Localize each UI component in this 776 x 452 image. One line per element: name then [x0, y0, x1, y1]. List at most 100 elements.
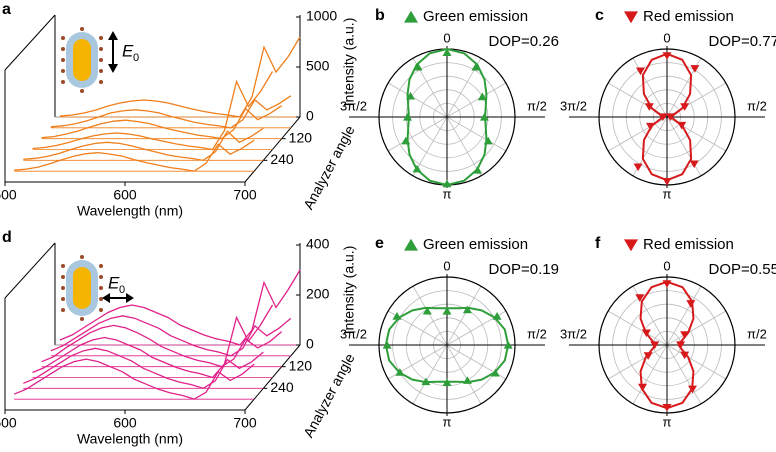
theta-tick-label: 3π/2: [560, 326, 587, 341]
data-point: [689, 160, 699, 169]
data-point: [641, 329, 651, 338]
data-point: [688, 385, 697, 394]
particle-dot: [61, 297, 65, 301]
x-axis-label: Wavelength (nm): [77, 203, 183, 219]
theta-tick-label: π/2: [747, 326, 767, 341]
data-point: [483, 136, 493, 145]
particle-dot: [61, 80, 65, 84]
data-point: [395, 368, 405, 376]
data-point: [392, 312, 402, 320]
data-point: [643, 352, 653, 360]
y-tick-label: 200: [306, 286, 330, 302]
particle-dot: [99, 69, 103, 73]
particle-icon: [61, 27, 103, 93]
particle-dot: [61, 47, 65, 51]
particle-core: [73, 267, 91, 309]
theta-tick-label: π: [443, 186, 452, 201]
data-point: [676, 341, 686, 350]
x-tick-label: 500: [0, 187, 17, 203]
data-point: [680, 351, 690, 360]
particle-dot: [61, 308, 65, 312]
theta-tick-label: π: [663, 186, 672, 201]
spectrum-trace: [23, 127, 264, 162]
data-point: [633, 163, 643, 172]
data-point: [644, 103, 654, 111]
particle-dot: [99, 297, 103, 301]
annotation: DOP=0.55: [709, 261, 776, 278]
data-point: [638, 383, 648, 392]
data-point: [665, 113, 675, 122]
field-label: E: [122, 41, 134, 60]
data-point: [473, 165, 483, 174]
x-axis-label: Wavelength (nm): [77, 431, 183, 447]
data-point: [680, 103, 690, 111]
spectrum-trace: [50, 315, 292, 357]
data-point: [442, 48, 452, 56]
data-point: [422, 306, 432, 315]
z-tick-label: 240: [270, 379, 294, 395]
data-point: [401, 136, 411, 145]
data-point: [442, 179, 452, 188]
theta-tick-label: π/2: [527, 326, 547, 341]
data-point: [490, 368, 500, 377]
chart-title: Red emission: [643, 236, 734, 253]
chart-title: Red emission: [643, 8, 734, 25]
data-point: [405, 91, 415, 100]
chart-title: Green emission: [423, 8, 528, 25]
data-point: [635, 294, 645, 302]
x-tick-label: 700: [233, 187, 257, 203]
data-point: [690, 65, 700, 73]
data-point: [382, 340, 392, 349]
particle-icon: [61, 255, 103, 321]
data-point: [503, 340, 513, 349]
field-label: E: [108, 273, 120, 292]
data-point: [635, 67, 645, 76]
theta-tick-label: 0: [663, 30, 670, 45]
theta-tick-label: π: [443, 414, 452, 429]
arrow-head: [108, 31, 118, 73]
field-subscript: 0: [119, 284, 125, 296]
particle-dot: [99, 36, 103, 40]
y-tick-label: 500: [306, 58, 330, 74]
x-tick-label: 600: [113, 187, 137, 203]
panel-letter: d: [2, 229, 12, 246]
data-point: [677, 121, 687, 130]
data-point: [662, 280, 672, 288]
theta-tick-label: 0: [443, 258, 450, 273]
data-point: [413, 62, 423, 71]
data-point: [421, 377, 431, 386]
panel-letter: c: [595, 7, 604, 24]
data-point: [662, 178, 672, 186]
particle-dot: [99, 264, 103, 268]
z-tick-label: 120: [289, 357, 313, 373]
y-tick-label: 0: [306, 108, 314, 124]
legend-marker: [404, 238, 418, 251]
data-point: [662, 403, 672, 412]
x-tick-label: 600: [113, 415, 137, 431]
particle-dot: [61, 69, 65, 73]
spectrum-trace: [23, 347, 264, 390]
spectrum-trace: [41, 324, 283, 368]
data-point: [442, 378, 452, 386]
particle-dot: [99, 286, 103, 290]
frame-line: [4, 14, 56, 71]
particle-dot: [80, 317, 84, 321]
particle-dot: [99, 47, 103, 51]
z-tick-label: 240: [270, 151, 294, 167]
x-tick-label: 500: [0, 415, 17, 431]
z-tick-label: 120: [289, 129, 313, 145]
data-point: [403, 112, 413, 121]
panel-letter: b: [375, 7, 385, 24]
particle-dot: [61, 58, 65, 62]
theta-tick-label: π/2: [527, 98, 547, 113]
particle-core: [73, 39, 91, 81]
y-tick-label: 400: [306, 236, 330, 252]
particle-dot: [99, 80, 103, 84]
legend-marker: [404, 10, 418, 23]
spectrum-trace: [59, 269, 301, 346]
legend-marker: [624, 11, 638, 24]
particle-dot: [61, 286, 65, 290]
spectrum-trace: [32, 304, 274, 379]
panel-letter: e: [375, 235, 384, 252]
theta-tick-label: 3π/2: [340, 98, 367, 113]
